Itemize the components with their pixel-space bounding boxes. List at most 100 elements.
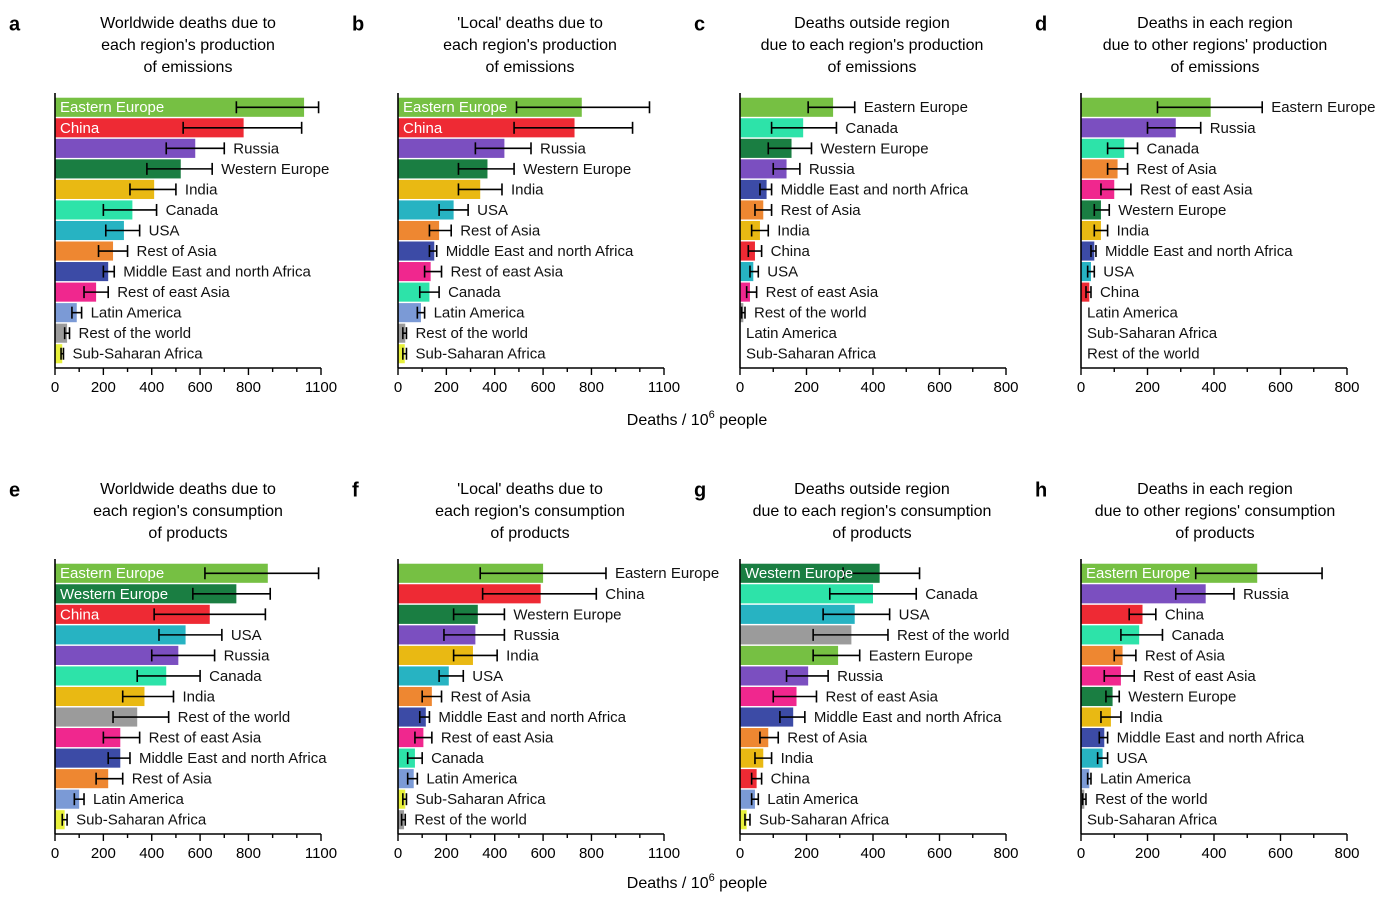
bar: [398, 262, 431, 282]
x-tick-label: 400: [860, 379, 885, 396]
bar: [1081, 666, 1121, 686]
panel-title-line: Deaths outside region: [794, 15, 950, 32]
bar-label: India: [185, 181, 218, 198]
bar: [1081, 179, 1115, 199]
bar-label: Sub-Saharan Africa: [72, 346, 203, 363]
bar: [740, 686, 797, 707]
bar-label: Eastern Europe: [1086, 565, 1190, 582]
x-axis-label: Deaths / 106 people: [627, 409, 768, 429]
x-tick-label: 400: [139, 845, 164, 862]
bar-label: Western Europe: [1118, 202, 1226, 219]
bar: [1081, 584, 1206, 604]
bar: [1081, 159, 1118, 179]
bar: [740, 728, 769, 748]
bar: [55, 563, 268, 583]
bar: [1081, 220, 1101, 241]
panel-title-line: of products: [1175, 525, 1254, 542]
bar-label: Eastern Europe: [864, 99, 968, 116]
x-tick-label: 400: [482, 379, 507, 396]
x-tick-label: 1100: [305, 379, 337, 396]
bar-label: Latin America: [93, 791, 185, 808]
bar-label: Latin America: [767, 791, 859, 808]
bar-label: Eastern Europe: [615, 565, 719, 582]
bar: [740, 138, 792, 158]
bar: [398, 625, 476, 645]
bar-label: Sub-Saharan Africa: [76, 812, 207, 829]
bar-label: Canada: [166, 202, 219, 219]
bar: [1081, 769, 1090, 789]
bar-label: Canada: [1147, 140, 1200, 157]
bar: [1081, 563, 1258, 583]
bar: [1081, 97, 1211, 117]
bar-label: Canada: [431, 750, 484, 767]
bar: [55, 707, 138, 727]
bar-label: USA: [472, 668, 503, 685]
x-axis-label-prefix: Deaths / 10: [627, 875, 709, 892]
bar: [740, 625, 852, 645]
bar-label: Sub-Saharan Africa: [415, 346, 546, 363]
x-tick-label: 200: [91, 379, 116, 396]
panel-letter: h: [1035, 479, 1047, 501]
bar-label: India: [182, 688, 215, 705]
bar-label: Rest of east Asia: [766, 284, 879, 301]
x-tick-label: 200: [1135, 845, 1160, 862]
bar-label: Latin America: [91, 305, 183, 322]
x-axis-label: Deaths / 106 people: [627, 872, 768, 892]
x-tick-label: 400: [860, 845, 885, 862]
bar: [55, 810, 65, 830]
bar-label: Sub-Saharan Africa: [759, 812, 890, 829]
bar: [740, 769, 757, 789]
panel-e: e Worldwide deaths due to each region's co…: [9, 479, 337, 862]
x-tick-label: 800: [579, 845, 604, 862]
bar-label: Latin America: [1100, 771, 1192, 788]
bar-label: USA: [477, 202, 508, 219]
panel-title-line: due to other regions' production: [1103, 37, 1328, 54]
bar-label: Eastern Europe: [1271, 99, 1375, 116]
bar-label: Eastern Europe: [869, 647, 973, 664]
x-tick-label: 0: [1077, 845, 1085, 862]
x-tick-label: 800: [236, 379, 261, 396]
bar-label: Sub-Saharan Africa: [1087, 325, 1218, 342]
bar: [1081, 625, 1140, 645]
panel-title-line: 'Local' deaths due to: [457, 481, 603, 498]
bar: [740, 604, 855, 624]
x-tick-label: 600: [927, 379, 952, 396]
bar-label: Rest of Asia: [451, 688, 532, 705]
bar-label: Middle East and north Africa: [123, 264, 311, 281]
x-tick-label: 600: [188, 379, 213, 396]
bar-label: Middle East and north Africa: [446, 243, 634, 260]
bar: [1081, 118, 1176, 138]
bar: [1081, 686, 1113, 707]
bar-label: Rest of Asia: [1145, 647, 1226, 664]
bar-label: Rest of the world: [79, 325, 192, 342]
bar-label: India: [1130, 709, 1163, 726]
panel-title-line: of emissions: [486, 59, 575, 76]
bar-label: Middle East and north Africa: [814, 709, 1002, 726]
panel-title-line: due to each region's production: [761, 37, 984, 54]
bar-label: Western Europe: [820, 140, 928, 157]
bar-label: USA: [899, 606, 930, 623]
x-tick-label: 200: [434, 379, 459, 396]
bar-label: India: [506, 647, 539, 664]
panel-b: b 'Local' deaths due to each region's prod…: [352, 13, 680, 396]
bar: [398, 159, 488, 179]
bar-label: Middle East and north Africa: [139, 750, 327, 767]
bar: [398, 604, 478, 624]
bar-label: Rest of east Asia: [451, 264, 564, 281]
panel-d: d Deaths in each region due to other regio…: [1035, 13, 1375, 396]
panel-title-line: of emissions: [144, 59, 233, 76]
x-tick-label: 1100: [305, 845, 337, 862]
bar-label: Western Europe: [221, 161, 329, 178]
x-tick-label: 600: [927, 845, 952, 862]
bar-label: Eastern Europe: [60, 565, 164, 582]
bar-label: India: [511, 181, 544, 198]
bar-label: Russia: [513, 627, 560, 644]
bar-label: China: [771, 771, 811, 788]
x-tick-label: 0: [736, 379, 744, 396]
x-axis-label-suffix: people: [715, 412, 768, 429]
x-tick-label: 600: [531, 379, 556, 396]
bar-label: Rest of Asia: [460, 222, 541, 239]
bar: [398, 282, 430, 302]
x-axis-label-prefix: Deaths / 10: [627, 412, 709, 429]
